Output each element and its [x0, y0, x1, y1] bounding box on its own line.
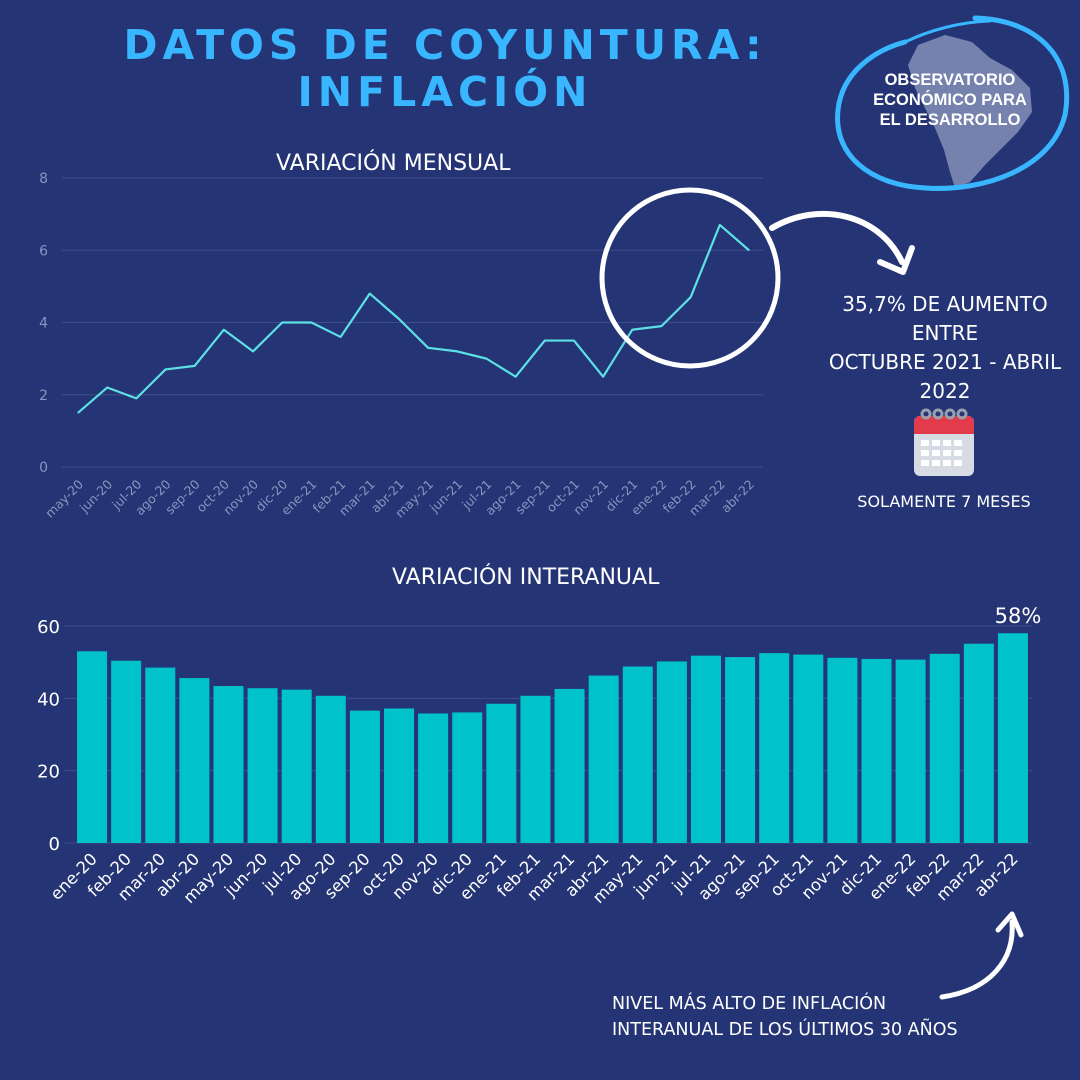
bar	[861, 658, 892, 843]
bar	[315, 695, 346, 843]
bar	[622, 666, 653, 843]
bar	[725, 657, 756, 843]
peak-value-label: 58%	[994, 604, 1042, 628]
bar	[656, 661, 687, 843]
line-point	[369, 293, 371, 295]
line-point	[77, 412, 79, 414]
logo-line-2: ECONÓMICO PARA	[873, 91, 1027, 109]
bar	[281, 689, 312, 843]
line-point	[456, 350, 458, 352]
title-line-1: DATOS DE COYUNTURA:	[123, 21, 767, 69]
line-point	[135, 397, 137, 399]
bar	[452, 712, 483, 843]
bar-y-tick-label: 20	[37, 762, 60, 783]
line-y-tick-label: 0	[39, 460, 48, 476]
monthly-increase-note: 35,7% DE AUMENTO ENTRE OCTUBRE 2021 - AB…	[815, 290, 1075, 406]
months-note: SOLAMENTE 7 MESES	[857, 492, 1031, 511]
title-line-2: INFLACIÓN	[297, 68, 593, 116]
yearly-chart-title: VARIACIÓN INTERANUAL	[392, 565, 660, 590]
logo-line-1: OBSERVATORIO	[884, 71, 1016, 89]
line-point	[602, 376, 604, 378]
line-point	[398, 318, 400, 320]
line-point	[252, 350, 254, 352]
bar	[213, 686, 244, 843]
bar	[179, 678, 210, 843]
bar	[520, 695, 551, 843]
bar	[554, 688, 585, 843]
bar	[588, 675, 619, 843]
line-y-tick-label: 8	[39, 171, 48, 187]
increase-line-4: 2022	[919, 379, 971, 403]
bar	[77, 651, 108, 843]
line-point	[194, 365, 196, 367]
bar	[997, 633, 1028, 843]
record-line-1: NIVEL MÁS ALTO DE INFLACIÓN	[612, 994, 887, 1014]
bar	[349, 710, 380, 843]
increase-line-3: OCTUBRE 2021 - ABRIL	[828, 350, 1062, 374]
logo-line-3: EL DESARROLLO	[879, 111, 1021, 129]
line-y-tick-label: 2	[39, 388, 48, 404]
bar	[929, 653, 960, 843]
line-point	[223, 329, 225, 331]
bar	[384, 708, 415, 843]
bar	[759, 653, 790, 843]
line-point	[164, 368, 167, 371]
bar	[793, 654, 824, 843]
bar-y-tick-label: 0	[49, 834, 60, 855]
line-point	[544, 339, 546, 342]
line-point	[106, 386, 108, 389]
page-title: DATOS DE COYUNTURA: INFLACIÓN	[90, 22, 800, 116]
bar-y-tick-label: 40	[37, 689, 60, 710]
bar	[418, 713, 449, 843]
bar	[895, 659, 926, 843]
bar	[111, 660, 142, 843]
record-line-2: INTERANUAL DE LOS ÚLTIMOS 30 AÑOS	[612, 1020, 958, 1040]
line-point	[281, 321, 283, 324]
record-note: NIVEL MÁS ALTO DE INFLACIÓN INTERANUAL D…	[612, 991, 992, 1043]
line-point	[485, 358, 488, 360]
logo-text: OBSERVATORIO ECONÓMICO PARA EL DESARROLL…	[850, 70, 1050, 130]
line-point	[515, 376, 517, 378]
bar-y-tick-label: 60	[37, 617, 60, 638]
bar	[827, 657, 858, 843]
bar	[145, 667, 176, 843]
line-y-tick-label: 6	[39, 243, 48, 259]
bar	[963, 643, 994, 843]
line-y-tick-label: 4	[39, 316, 48, 332]
increase-line-2: ENTRE	[911, 321, 979, 345]
line-point	[310, 321, 312, 324]
line-point	[339, 336, 342, 338]
line-point	[573, 339, 575, 342]
bar	[690, 655, 721, 843]
line-point	[427, 347, 429, 349]
monthly-chart-title: VARIACIÓN MENSUAL	[276, 151, 511, 176]
bar	[486, 703, 517, 843]
bar	[247, 688, 278, 843]
increase-line-1: 35,7% DE AUMENTO	[842, 292, 1048, 316]
